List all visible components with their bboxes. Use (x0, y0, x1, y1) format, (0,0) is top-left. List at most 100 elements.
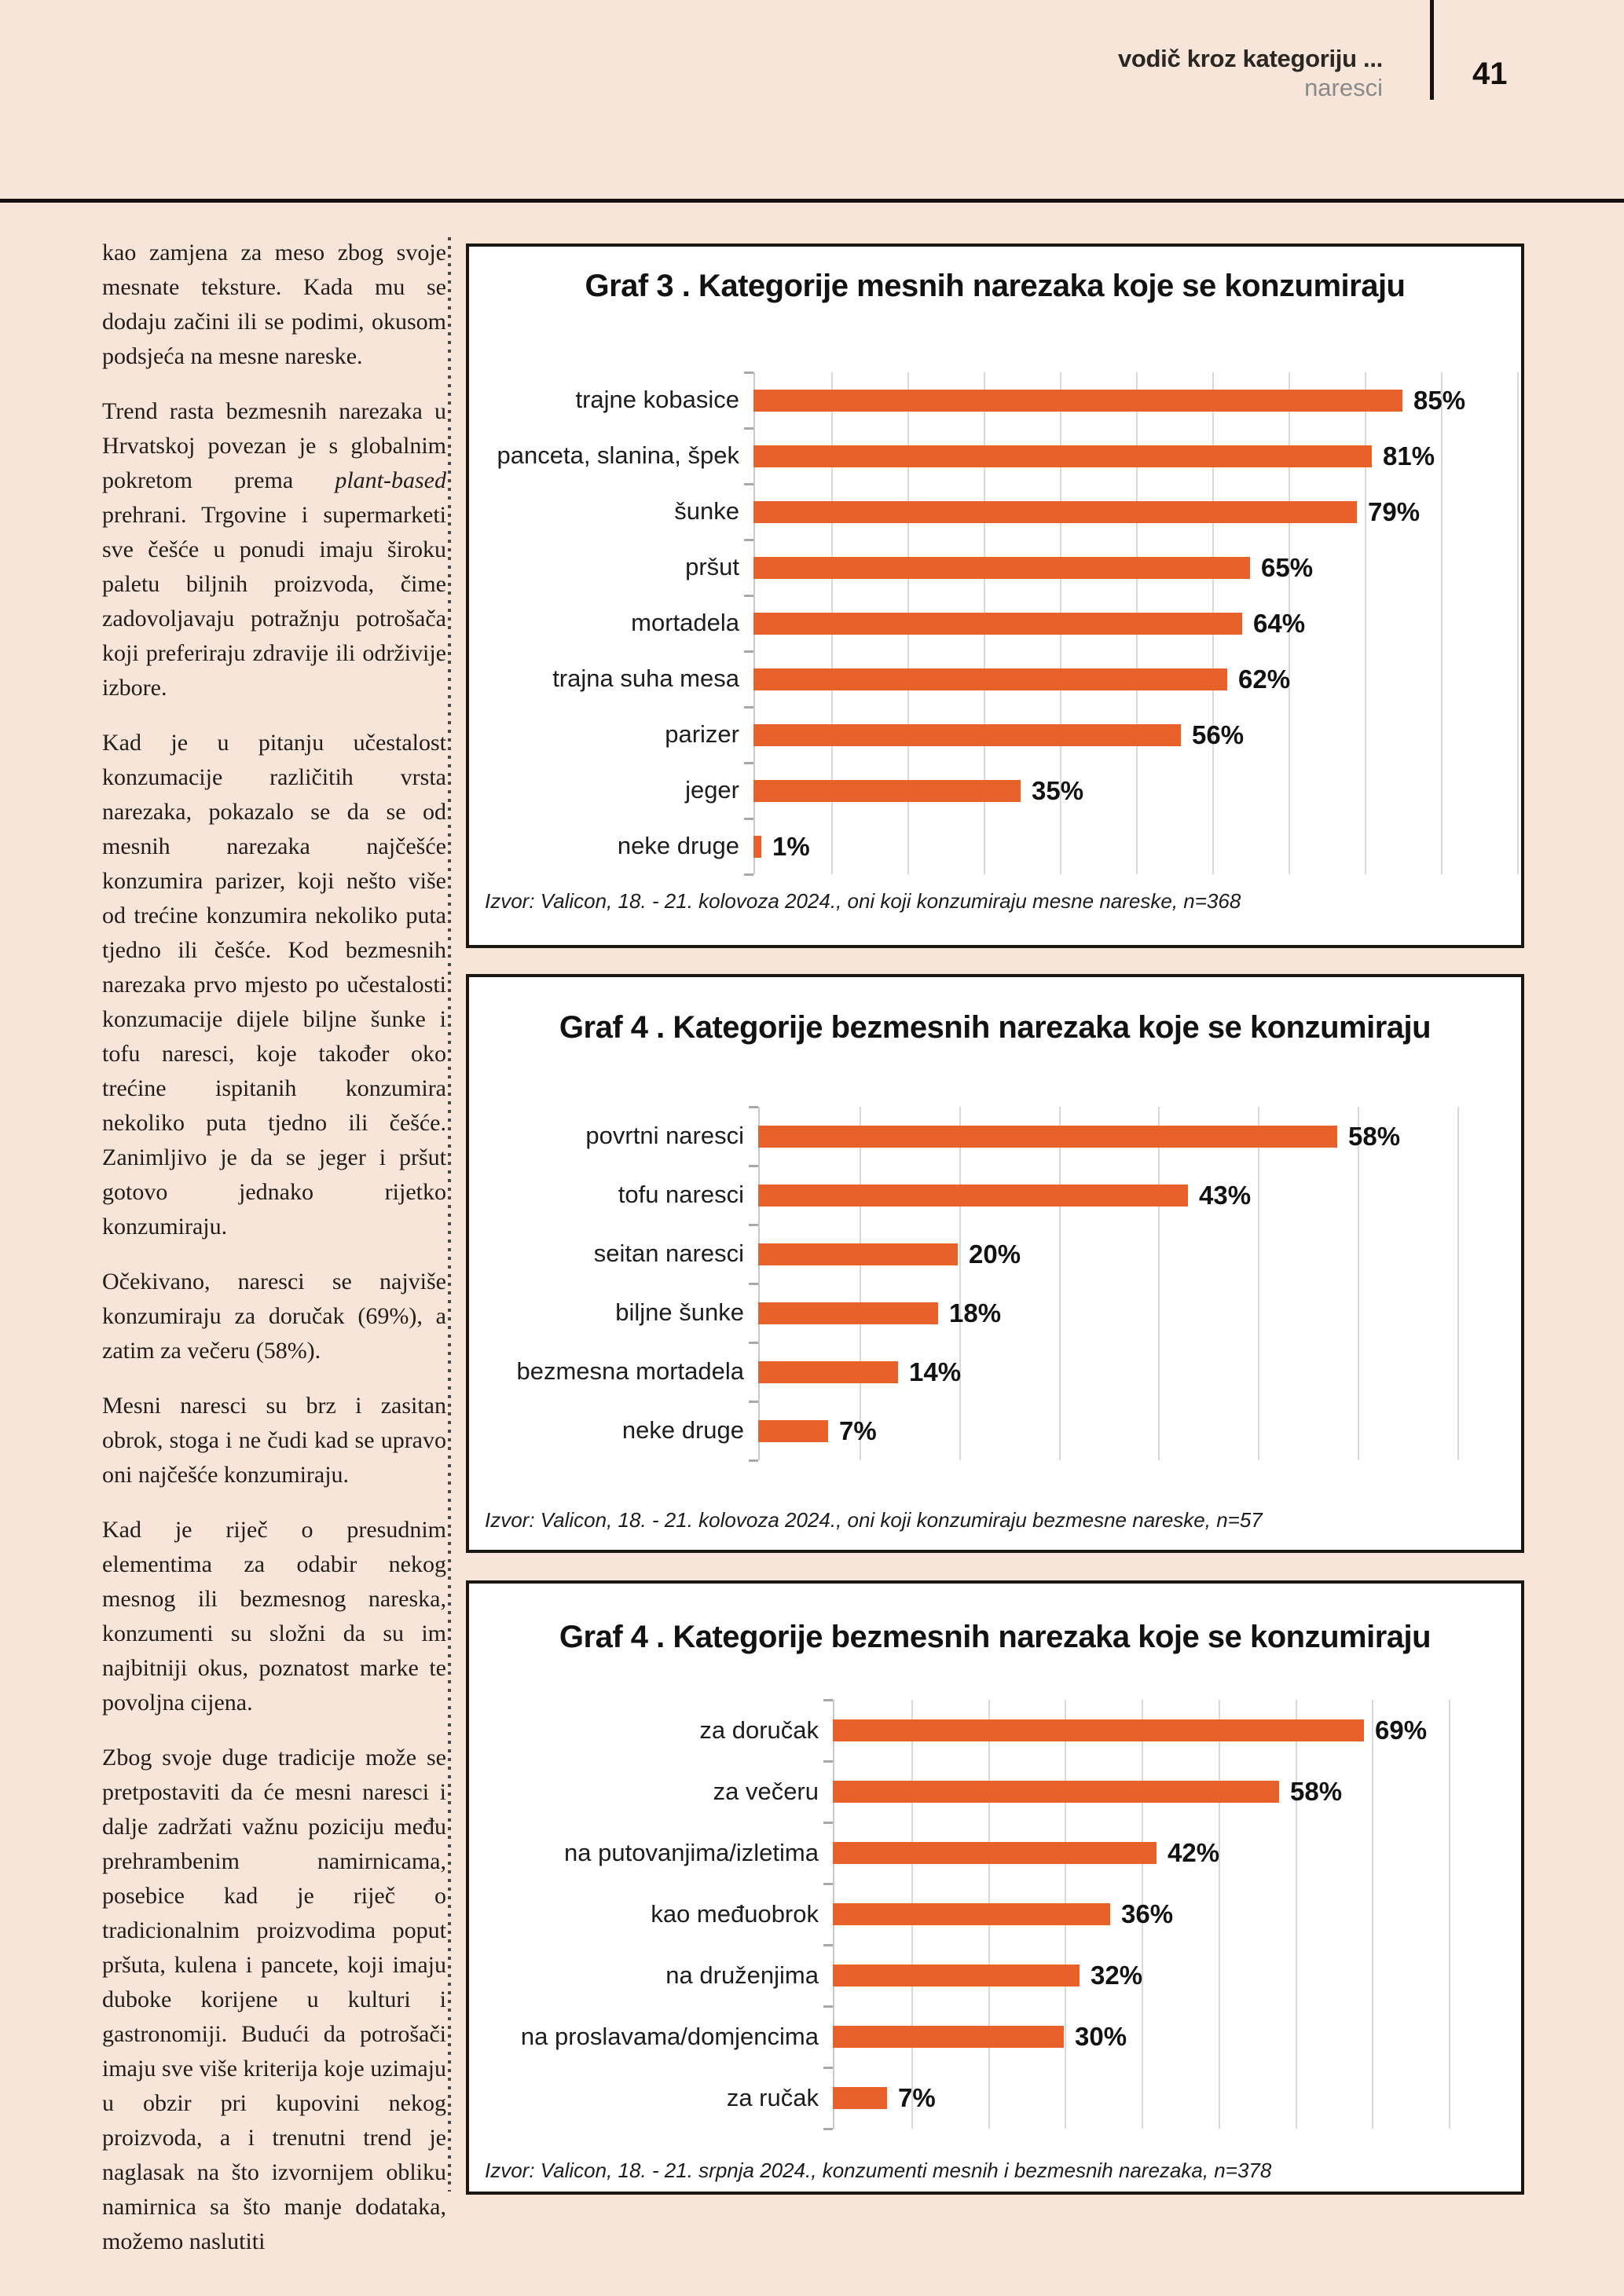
bar (753, 612, 1242, 635)
article-paragraph: kao zamjena za meso zbog svoje mesnate t… (102, 236, 446, 374)
axis-tick (749, 1224, 758, 1226)
article-text: Mesni naresci su brz i zasitan obrok, st… (102, 1393, 446, 1488)
bar-row: povrtni naresci 58% (469, 1107, 1515, 1166)
bar-category-label: trajne kobasice (575, 386, 739, 414)
bar-category-label: seitan naresci (593, 1240, 744, 1268)
axis-tick (744, 595, 753, 597)
bar-category-label: bezmesna mortadela (516, 1357, 745, 1386)
bar-row: bezmesna mortadela 14% (469, 1342, 1515, 1401)
bar-row: pršut 65% (469, 540, 1515, 595)
column-separator (448, 237, 451, 2192)
gridline (1295, 1700, 1297, 2129)
bar-track: 58% (833, 1761, 1515, 1822)
axis-tick (744, 483, 753, 485)
axis-tick (749, 1342, 758, 1344)
gridline (1372, 1700, 1374, 2129)
chart-plot: za doručak 69% za večeru 58% na putovanjima/… (469, 1699, 1515, 2130)
bar-track: 18% (758, 1283, 1515, 1342)
bar-track: 14% (758, 1342, 1515, 1401)
chart-box-graf3: Graf 3 . Kategorije mesnih narezaka koje… (466, 244, 1524, 948)
bar (758, 1302, 938, 1324)
bar-value-label: 42% (1168, 1838, 1220, 1867)
bar-row: seitan naresci 20% (469, 1225, 1515, 1283)
gridline (1517, 372, 1519, 874)
chart-source: Izvor: Valicon, 18. - 21. kolovoza 2024.… (485, 1508, 1263, 1532)
article-text: prehrani. Trgovine i supermarketi sve če… (102, 502, 446, 701)
article-italic-text: plant-based (335, 467, 446, 493)
chart-title: Graf 4 . Kategorije bezmesnih narezaka k… (559, 1620, 1432, 1654)
article-paragraph: Trend rasta bezmesnih narezaka u Hrvatsk… (102, 394, 446, 705)
axis-tick (749, 1106, 758, 1108)
bar (753, 500, 1357, 523)
bar-track: 79% (753, 484, 1515, 540)
bar-category-label: parizer (665, 720, 739, 749)
article-text: kao zamjena za meso zbog svoje mesnate t… (102, 240, 446, 369)
bar-category-label: neke druge (621, 1416, 744, 1445)
bar-row: parizer 56% (469, 707, 1515, 763)
axis-tick (744, 372, 753, 374)
article-text: Kad je u pitanju učestalost konzumacije … (102, 730, 446, 1240)
article-paragraph: Kad je u pitanju učestalost konzumacije … (102, 726, 446, 1244)
gridline (859, 1107, 861, 1460)
bar-value-label: 79% (1368, 496, 1421, 526)
bar-track: 69% (833, 1700, 1515, 1761)
bar (753, 668, 1227, 690)
gridline (1142, 1700, 1143, 2129)
bar-value-label: 32% (1091, 1961, 1143, 1990)
bar (753, 389, 1402, 412)
bar-track: 65% (753, 540, 1515, 595)
gridline (1365, 372, 1366, 874)
chart-title: Graf 3 . Kategorije mesnih narezaka koje… (585, 269, 1406, 303)
chart-title: Graf 4 . Kategorije bezmesnih narezaka k… (559, 1010, 1432, 1045)
bar-track: 7% (758, 1401, 1515, 1460)
bar-value-label: 43% (1199, 1180, 1252, 1210)
chart-plot: povrtni naresci 58% tofu naresci 43% seitan … (469, 1106, 1515, 1462)
gridline (1058, 1107, 1061, 1460)
axis-tick (744, 427, 753, 430)
axis-tick (823, 1760, 833, 1763)
bar (758, 1360, 898, 1383)
axis-tick (823, 2128, 833, 2130)
axis-tick (744, 706, 753, 709)
bar-value-label: 81% (1383, 441, 1435, 471)
bar (753, 556, 1250, 579)
article-text: Zbog svoje duge tradicije može se pretpo… (102, 1745, 446, 2254)
bar-value-label: 18% (949, 1298, 1002, 1327)
chart-plot: trajne kobasice 85% panceta, slanina, špek… (469, 372, 1519, 876)
bar-value-label: 36% (1121, 1899, 1174, 1928)
bar-value-label: 20% (969, 1239, 1021, 1269)
bar-row: biljne šunke 18% (469, 1283, 1515, 1342)
bar-category-label: tofu naresci (618, 1181, 744, 1209)
axis-tick (823, 1944, 833, 1946)
bar-row: na druženjima 32% (469, 1945, 1515, 2006)
bar-category-label: biljne šunke (615, 1298, 744, 1327)
bar-track: 56% (753, 707, 1515, 763)
header-rule (0, 199, 1624, 203)
bar-value-label: 7% (839, 1415, 877, 1445)
gridline (1158, 1107, 1160, 1460)
bar-track: 32% (833, 1945, 1515, 2006)
article-text: Očekivano, naresci se najviše konzumiraj… (102, 1269, 446, 1364)
bar-category-label: šunke (674, 497, 739, 525)
bar-category-label: trajna suha mesa (552, 665, 739, 693)
bar (758, 1243, 958, 1265)
gridline (1449, 1700, 1451, 2129)
bar (753, 835, 761, 858)
article-text: Kad je riječ o presudnim elementima za o… (102, 1517, 446, 1716)
bar-track: 64% (753, 595, 1515, 651)
bar-category-label: jeger (685, 776, 739, 804)
bar-category-label: pršut (685, 553, 739, 581)
bar-value-label: 35% (1032, 775, 1084, 805)
axis-tick (744, 539, 753, 541)
bar-value-label: 64% (1253, 608, 1306, 638)
gridline (1457, 1107, 1459, 1460)
bar (758, 1125, 1337, 1148)
chart-source: Izvor: Valicon, 18. - 21. kolovoza 2024.… (485, 889, 1241, 913)
bar-track: 7% (833, 2067, 1515, 2129)
bar-row: za ručak 7% (469, 2067, 1515, 2129)
bar-row: trajna suha mesa 62% (469, 651, 1515, 707)
bar (758, 1184, 1188, 1207)
bar-track: 1% (753, 818, 1515, 874)
bar-track: 62% (753, 651, 1515, 707)
